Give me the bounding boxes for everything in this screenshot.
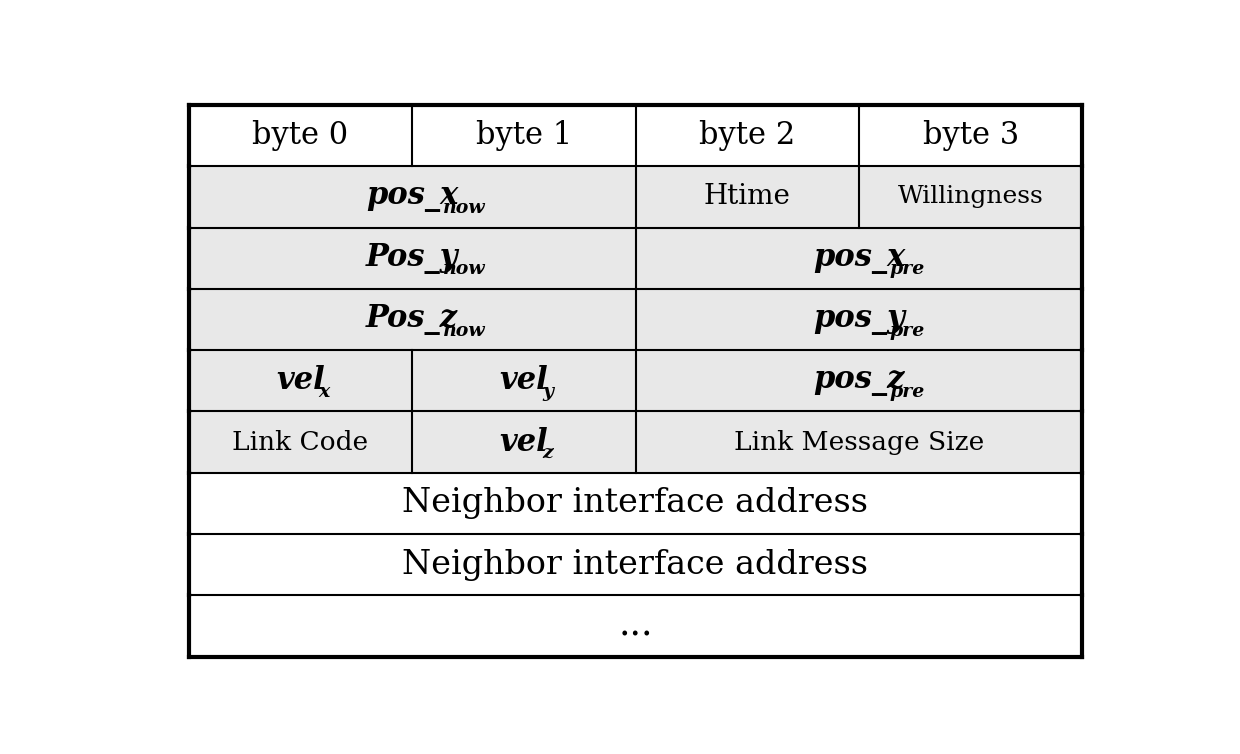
Text: vel: vel [277, 365, 325, 397]
Text: Neighbor interface address: Neighbor interface address [403, 549, 868, 581]
Bar [188, 595, 1083, 657]
Bar [188, 350, 1083, 412]
Text: Pos_y: Pos_y [366, 243, 459, 274]
Bar [188, 289, 1083, 350]
Text: pre: pre [890, 321, 925, 339]
Text: y: y [542, 383, 553, 401]
Text: ...: ... [619, 609, 652, 643]
Bar [188, 412, 1083, 473]
Text: x: x [319, 383, 330, 401]
Text: pre: pre [890, 260, 925, 278]
Text: now: now [443, 260, 486, 278]
Bar [188, 473, 1083, 534]
Text: z: z [542, 444, 553, 462]
Text: Pos_z: Pos_z [366, 304, 458, 335]
Text: pos_y: pos_y [813, 304, 905, 335]
Text: byte 2: byte 2 [699, 120, 795, 151]
Text: byte 0: byte 0 [252, 120, 348, 151]
Bar [188, 534, 1083, 595]
Text: byte 1: byte 1 [476, 120, 572, 151]
Text: now: now [443, 199, 486, 217]
Bar [188, 228, 1083, 289]
Text: Link Code: Link Code [232, 430, 368, 455]
Text: now: now [443, 321, 486, 339]
Text: Neighbor interface address: Neighbor interface address [403, 487, 868, 520]
Text: pos_x: pos_x [366, 182, 459, 213]
Text: vel: vel [500, 365, 548, 397]
Text: vel: vel [500, 427, 548, 458]
Bar [188, 105, 1083, 167]
Text: pos_z: pos_z [813, 365, 905, 397]
Text: Link Message Size: Link Message Size [734, 430, 985, 455]
Text: pos_x: pos_x [812, 243, 905, 274]
Bar [188, 167, 1083, 228]
Text: Willingness: Willingness [898, 185, 1044, 208]
Text: pre: pre [890, 383, 925, 401]
Text: Htime: Htime [704, 183, 791, 210]
Text: byte 3: byte 3 [923, 120, 1019, 151]
